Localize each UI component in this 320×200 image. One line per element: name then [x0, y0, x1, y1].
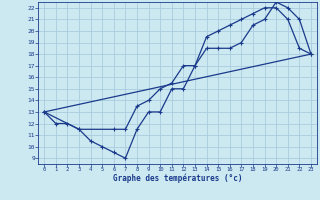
- X-axis label: Graphe des températures (°c): Graphe des températures (°c): [113, 174, 242, 183]
